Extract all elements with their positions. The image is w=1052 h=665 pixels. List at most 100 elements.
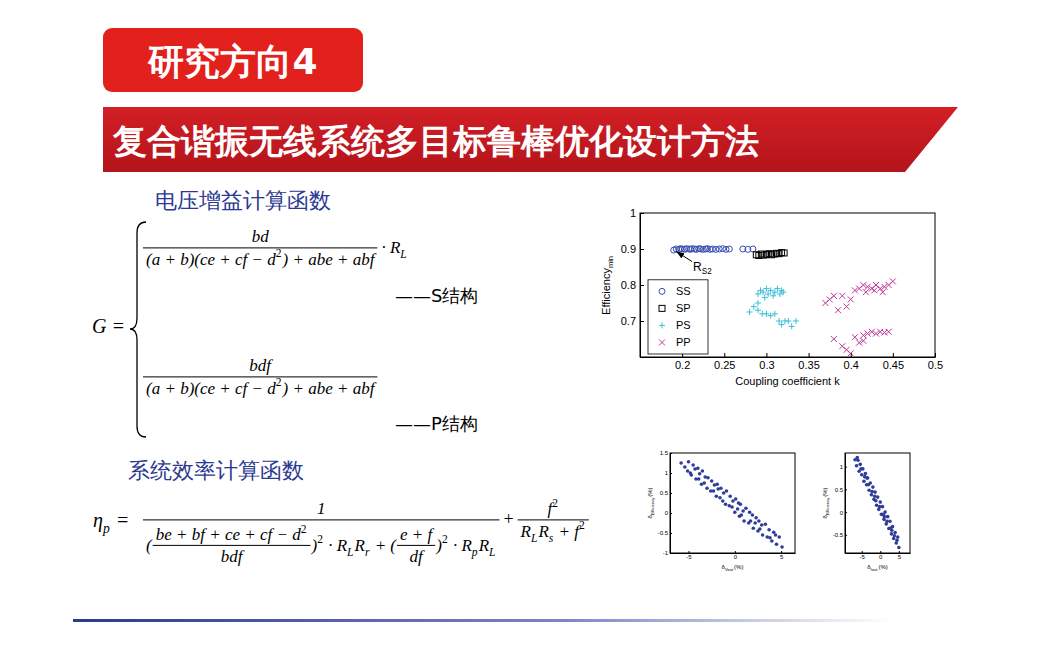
point xyxy=(754,516,758,520)
point xyxy=(860,338,866,344)
y-tick-mark xyxy=(845,467,847,468)
point xyxy=(714,494,718,498)
point xyxy=(736,507,740,511)
superscript: 2 xyxy=(301,523,307,536)
x-axis: -505 xyxy=(846,551,911,560)
math-text: · R xyxy=(449,536,473,555)
y-tick: 0.7 xyxy=(621,315,644,327)
point xyxy=(698,472,702,476)
point xyxy=(734,497,738,501)
math-text: (a + b)(ce + cf − d xyxy=(146,250,276,269)
legend-box xyxy=(648,280,708,354)
math-text: (%) xyxy=(878,564,887,570)
point xyxy=(750,246,756,252)
point xyxy=(873,494,877,498)
point xyxy=(744,506,748,510)
math-text: df xyxy=(410,547,426,566)
legend-label: SP xyxy=(676,302,691,314)
math-text: R xyxy=(478,536,490,555)
y-tick-mark xyxy=(670,473,672,474)
fraction-bar xyxy=(143,519,499,520)
point xyxy=(871,287,877,293)
point xyxy=(785,318,791,324)
x-axis: 0.20.250.30.350.40.450.5 xyxy=(641,353,944,371)
y-tick: -0.5 xyxy=(833,532,847,538)
y-tick-mark xyxy=(845,512,847,513)
point xyxy=(687,460,691,464)
x-tick: 0.3 xyxy=(759,353,774,371)
point xyxy=(772,311,778,317)
point xyxy=(697,477,701,481)
point xyxy=(724,502,728,506)
y-tick: 0.5 xyxy=(660,490,672,496)
point xyxy=(730,505,734,509)
point xyxy=(780,289,786,295)
point xyxy=(855,456,859,460)
subscript: Iout xyxy=(871,567,879,572)
point xyxy=(693,467,697,471)
point xyxy=(781,250,787,256)
fraction-bar xyxy=(397,545,435,546)
subscript: r xyxy=(365,546,370,559)
x-tick-label: 0.3 xyxy=(759,359,774,371)
point xyxy=(860,473,864,477)
point xyxy=(683,465,687,469)
plot-frame xyxy=(845,453,910,553)
point xyxy=(848,296,854,302)
subscript: S2 xyxy=(702,267,712,276)
y-tick-mark xyxy=(640,285,644,286)
point xyxy=(726,246,732,252)
x-tick-mark xyxy=(935,353,936,357)
superscript: 2 xyxy=(552,497,558,510)
tag-box xyxy=(103,28,363,92)
point xyxy=(839,293,845,299)
y-tick-mark xyxy=(845,489,847,490)
point xyxy=(885,519,889,523)
subscript: p xyxy=(102,521,110,536)
tag-text: 研究方向4 xyxy=(147,41,317,82)
point xyxy=(764,522,768,526)
section-heading: 电压增益计算函数 xyxy=(155,188,331,213)
case: bd(a + b)(ce + cf − d2) + abe + abf· RL—… xyxy=(143,227,478,306)
case-note: ——P结构 xyxy=(395,413,478,434)
point xyxy=(883,515,887,519)
y-tick: -1 xyxy=(663,550,672,556)
point xyxy=(741,509,745,513)
x-tick: 0.45 xyxy=(883,353,904,371)
y-tick-label: 0.8 xyxy=(621,279,636,291)
subscript: L xyxy=(399,248,406,261)
point xyxy=(831,336,837,342)
point xyxy=(866,476,870,480)
title-text: 复合谐振无线系统多目标鲁棒优化设计方法 xyxy=(112,121,759,161)
y-tick: 0.5 xyxy=(835,487,847,493)
efficiency-formula: 系统效率计算函数ηp =1(be + bf + ce + cf − d2bdf)… xyxy=(93,458,589,566)
points xyxy=(679,460,784,549)
y-tick-label: 0 xyxy=(840,510,844,516)
superscript: 2 xyxy=(442,533,448,546)
math-text: R xyxy=(520,522,532,541)
point xyxy=(858,463,862,467)
subscript: s xyxy=(549,532,554,545)
point xyxy=(770,539,774,543)
math-text: ) + abe + abf xyxy=(282,250,377,269)
math-text: + f xyxy=(554,522,581,541)
x-tick-mark xyxy=(899,551,900,553)
x-tick: 0 xyxy=(734,551,738,560)
y-tick-label: 0.5 xyxy=(660,490,669,496)
x-tick-mark xyxy=(781,551,782,553)
point xyxy=(878,505,882,509)
point xyxy=(679,461,683,465)
plot-frame xyxy=(670,453,795,553)
y-tick: 0 xyxy=(840,510,847,516)
subscript: L xyxy=(346,546,353,559)
y-tick-mark xyxy=(670,493,672,494)
point xyxy=(862,479,866,483)
point xyxy=(844,347,850,353)
point xyxy=(751,304,757,310)
point xyxy=(757,519,761,523)
point xyxy=(701,469,705,473)
math-text: be + bf + ce + cf − d xyxy=(156,525,302,544)
chart: -505-0.500.51δIout(%)δEfficiency(%) xyxy=(822,453,911,572)
point xyxy=(706,476,710,480)
legend: SSSPPSPP xyxy=(648,280,708,354)
